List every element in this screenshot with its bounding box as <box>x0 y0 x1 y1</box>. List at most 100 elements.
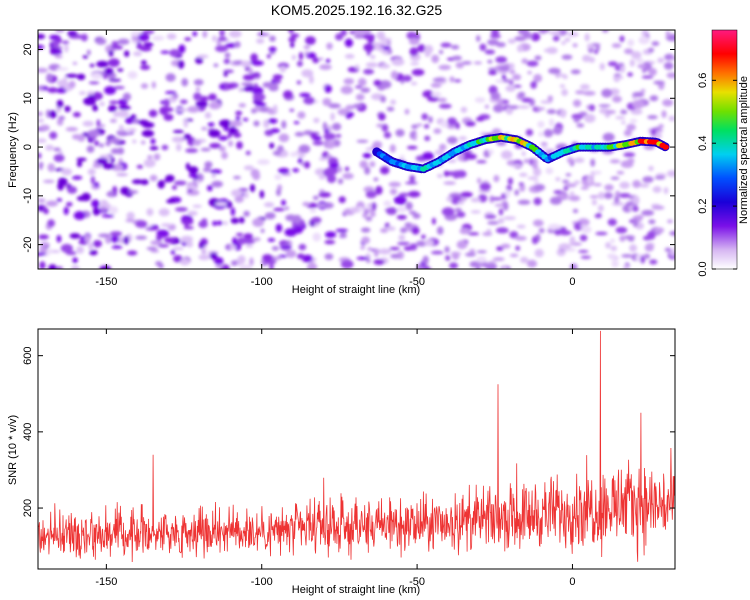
spectrogram-cell <box>359 160 368 169</box>
spectrogram-cell <box>241 88 251 91</box>
spectrogram-cell <box>192 31 198 37</box>
spectrogram-cell <box>582 54 592 63</box>
spectrogram-cell <box>198 254 210 261</box>
spectrogram-cell <box>290 42 295 48</box>
spectrogram-cell <box>108 206 119 215</box>
spectrogram-cell <box>140 60 147 65</box>
spectrogram-cell <box>324 240 336 245</box>
spectrogram-cell <box>667 170 675 178</box>
spectrogram-cell <box>140 64 151 70</box>
spectrogram-cell <box>324 231 337 238</box>
spectrogram-cell <box>204 161 213 169</box>
spectrogram-cell <box>404 108 410 115</box>
spectrogram-cell <box>116 173 128 177</box>
spectrogram-cell <box>325 58 331 63</box>
spectrogram-cell <box>81 192 91 202</box>
colorbar: 0.0 0.2 0.4 0.6 Normalized spectral amplitu… <box>697 29 750 277</box>
spectrogram-cell <box>54 54 63 59</box>
spectrogram-cell <box>493 104 504 113</box>
spectrogram-cell <box>257 159 270 165</box>
spectrogram-cell <box>110 235 120 243</box>
spectrogram-cell <box>632 218 639 228</box>
spectrogram-cell <box>657 57 665 64</box>
spectrogram-cell <box>487 39 499 46</box>
spectrogram-cell <box>268 46 277 53</box>
spectrogram-cell <box>424 44 434 54</box>
spectrogram-cell <box>228 140 234 147</box>
spectrogram-cell <box>304 51 309 55</box>
spectrogram-cell <box>312 232 321 242</box>
spectrogram-cell <box>355 93 365 101</box>
spectrogram-cell <box>243 233 253 240</box>
spectrogram-cell <box>40 124 50 130</box>
spectrogram-cell <box>47 219 55 228</box>
spectrogram-cell <box>344 38 354 48</box>
spectrogram-cell <box>151 81 156 89</box>
spectrogram-cell <box>391 58 405 66</box>
spectrogram-cell <box>641 209 655 216</box>
spectrogram-cell <box>230 217 240 224</box>
spectrogram-cell <box>398 234 406 241</box>
spectrogram-cell <box>322 121 327 131</box>
spectrogram-cell <box>505 85 516 92</box>
spectrogram-cell <box>530 81 537 89</box>
spectrogram-cell <box>185 162 191 170</box>
spectrogram-cell <box>38 198 46 203</box>
spectrogram-cell <box>104 67 114 75</box>
spectrogram-cell <box>530 32 541 42</box>
spectrogram-cell <box>207 122 215 127</box>
spectrogram-cell <box>219 119 232 128</box>
spectrogram-cell <box>351 104 364 108</box>
spectrogram-cell <box>589 195 599 199</box>
spectrogram-cell <box>293 121 300 125</box>
spectrogram-cell <box>549 196 562 205</box>
spectrogram-cell <box>64 44 69 53</box>
spectrogram-cell <box>616 170 625 175</box>
spectrogram-cell <box>500 150 513 160</box>
spectrogram-cell <box>590 158 596 167</box>
spectrogram-cell <box>559 226 567 236</box>
spectrogram-cell <box>303 161 311 169</box>
spectrogram-cell <box>109 118 117 123</box>
spectrogram-cell <box>102 73 108 80</box>
spectrogram-cell <box>297 111 306 119</box>
spectrogram-cell <box>638 36 650 45</box>
spectrogram-cell <box>457 200 465 205</box>
spectrogram-cell <box>343 78 355 85</box>
spectrogram-cell <box>47 87 59 93</box>
spectrogram-cell <box>132 139 137 144</box>
spectrogram-cell <box>573 117 580 123</box>
spectrogram-cell <box>378 47 384 52</box>
spectrogram-cell <box>487 67 498 71</box>
spectrogram-cell <box>532 219 544 227</box>
spectrogram-cell <box>209 142 222 149</box>
spectrogram-cell <box>312 195 319 201</box>
spectrogram-cell <box>347 111 354 118</box>
spectrogram-cell <box>340 85 353 95</box>
spectrogram-cell <box>521 58 528 64</box>
spectrogram-cell <box>232 237 238 246</box>
spectrogram-cell <box>507 38 516 44</box>
spectrogram-cell <box>467 232 480 236</box>
spectrogram-cell <box>455 61 464 69</box>
spectrogram-cell <box>411 68 425 76</box>
spectrogram-cell <box>92 104 98 112</box>
spectrogram-cell <box>438 64 452 71</box>
spectrogram-cell <box>89 249 98 256</box>
spectrogram-cell <box>386 207 397 215</box>
spectrogram-cell <box>126 211 135 221</box>
spectrogram-cell <box>314 168 326 176</box>
spectrogram-cell <box>597 191 605 200</box>
spectrogram-cell <box>221 151 228 160</box>
spectrogram-cell <box>375 185 383 195</box>
spectrogram-cell <box>342 172 354 180</box>
spectrogram-cell <box>248 67 253 75</box>
spectrogram-cell <box>383 131 392 139</box>
spectrogram-cell <box>308 75 314 84</box>
spectrogram-cell <box>540 142 548 147</box>
spectrogram-cell <box>398 192 410 197</box>
spectrogram-cell <box>211 180 223 188</box>
spectrogram-cell <box>510 163 523 168</box>
spectrogram-cell <box>476 160 487 164</box>
spectrogram-cell <box>272 150 282 156</box>
